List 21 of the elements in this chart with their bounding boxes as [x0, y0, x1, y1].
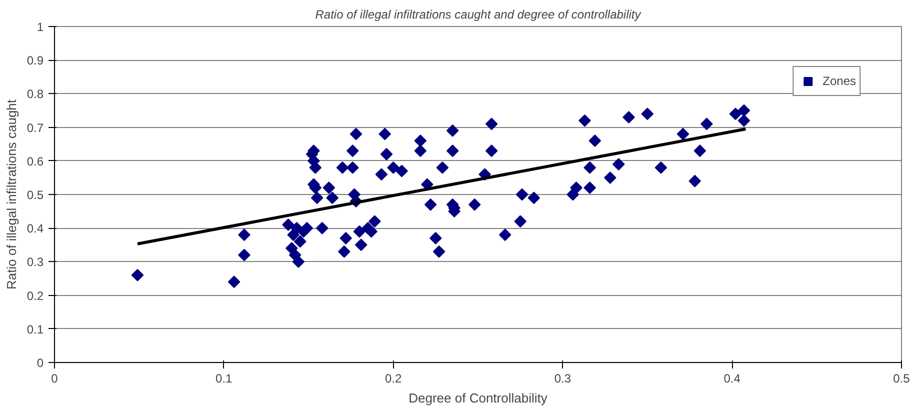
x-tick-label: 0.3 [554, 372, 572, 386]
y-tick-label: 0.8 [26, 87, 44, 102]
x-tick-label: 0.1 [216, 372, 233, 386]
y-tick-label: 0 [36, 356, 44, 370]
chart-title: Ratio of illegal infiltrations caught and degree of controllability [315, 8, 642, 22]
y-tick-label: 0.3 [26, 255, 44, 270]
legend-label: Zones [822, 74, 856, 88]
y-tick-label: 0.9 [26, 54, 44, 68]
x-tick-label: 0.4 [724, 372, 741, 386]
x-axis-title: Degree of Controllability [408, 390, 548, 406]
y-axis-title: Ratio of illegal infiltrations caught [4, 99, 19, 290]
y-tick-label: 0.7 [26, 120, 44, 135]
x-tick-label: 0.5 [893, 372, 910, 386]
y-tick-label: 0.6 [26, 154, 44, 168]
y-tick-label: 0.5 [26, 188, 44, 202]
y-tick-label: 0.2 [26, 288, 44, 303]
x-tick-label: 0 [51, 372, 58, 386]
y-tick-label: 0.1 [26, 322, 44, 336]
y-tick-label: 1 [36, 20, 44, 34]
y-tick-label: 0.4 [26, 222, 44, 236]
x-tick-label: 0.2 [384, 372, 402, 386]
